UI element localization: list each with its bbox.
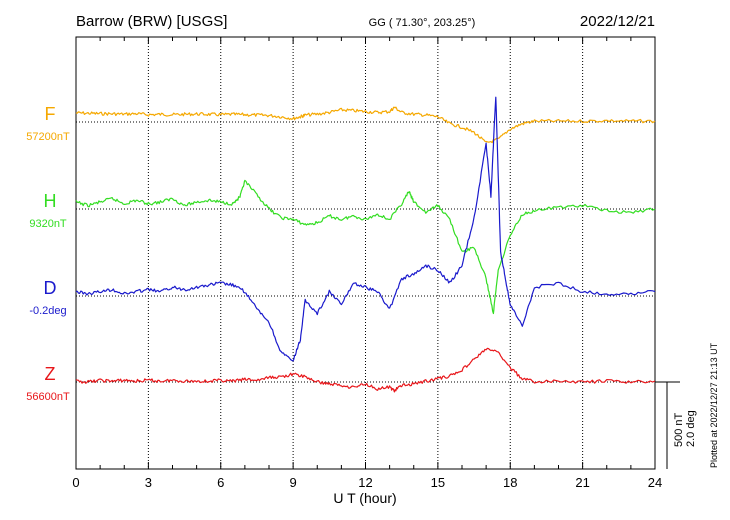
station-title: Barrow (BRW) [USGS] (76, 13, 227, 30)
trace-f (75, 106, 656, 144)
x-tick-label: 0 (72, 475, 79, 490)
series-labels: F 57200nT H 9320nT D -0.2deg Z 56600nT (26, 104, 70, 403)
x-axis-label: U T (hour) (333, 490, 396, 506)
x-tick-label: 12 (358, 475, 372, 490)
baseline-value-f: 57200nT (26, 131, 70, 143)
baseline-value-h: 9320nT (29, 218, 67, 230)
baseline-value-d: -0.2deg (29, 305, 66, 317)
x-tick-label: 3 (145, 475, 152, 490)
series-name-d: D (44, 278, 57, 298)
x-tick-label: 15 (431, 475, 445, 490)
vertical-grid (147, 37, 584, 469)
x-tick-label: 24 (648, 475, 662, 490)
series-name-z: Z (45, 364, 56, 384)
trace-d (75, 96, 656, 362)
x-axis-ticks: 0 3 6 9 12 15 18 21 24 (72, 37, 662, 490)
series-name-f: F (45, 104, 56, 124)
x-tick-label: 6 (217, 475, 224, 490)
x-tick-label: 21 (575, 475, 589, 490)
scale-deg-label: 2.0 deg (685, 410, 697, 447)
trace-z (75, 347, 656, 393)
x-tick-label: 9 (290, 475, 297, 490)
trace-h (75, 179, 656, 315)
traces (75, 96, 656, 393)
plotted-at-note: Plotted at 2022/12/27 21:13 UT (709, 342, 719, 468)
baselines (76, 121, 655, 383)
x-tick-label: 18 (503, 475, 517, 490)
coordinates-label: GG ( 71.30°, 203.25°) (369, 17, 476, 29)
scale-nt-label: 500 nT (673, 412, 685, 447)
baseline-value-z: 56600nT (26, 391, 70, 403)
date-label: 2022/12/21 (580, 13, 655, 30)
series-name-h: H (44, 191, 57, 211)
